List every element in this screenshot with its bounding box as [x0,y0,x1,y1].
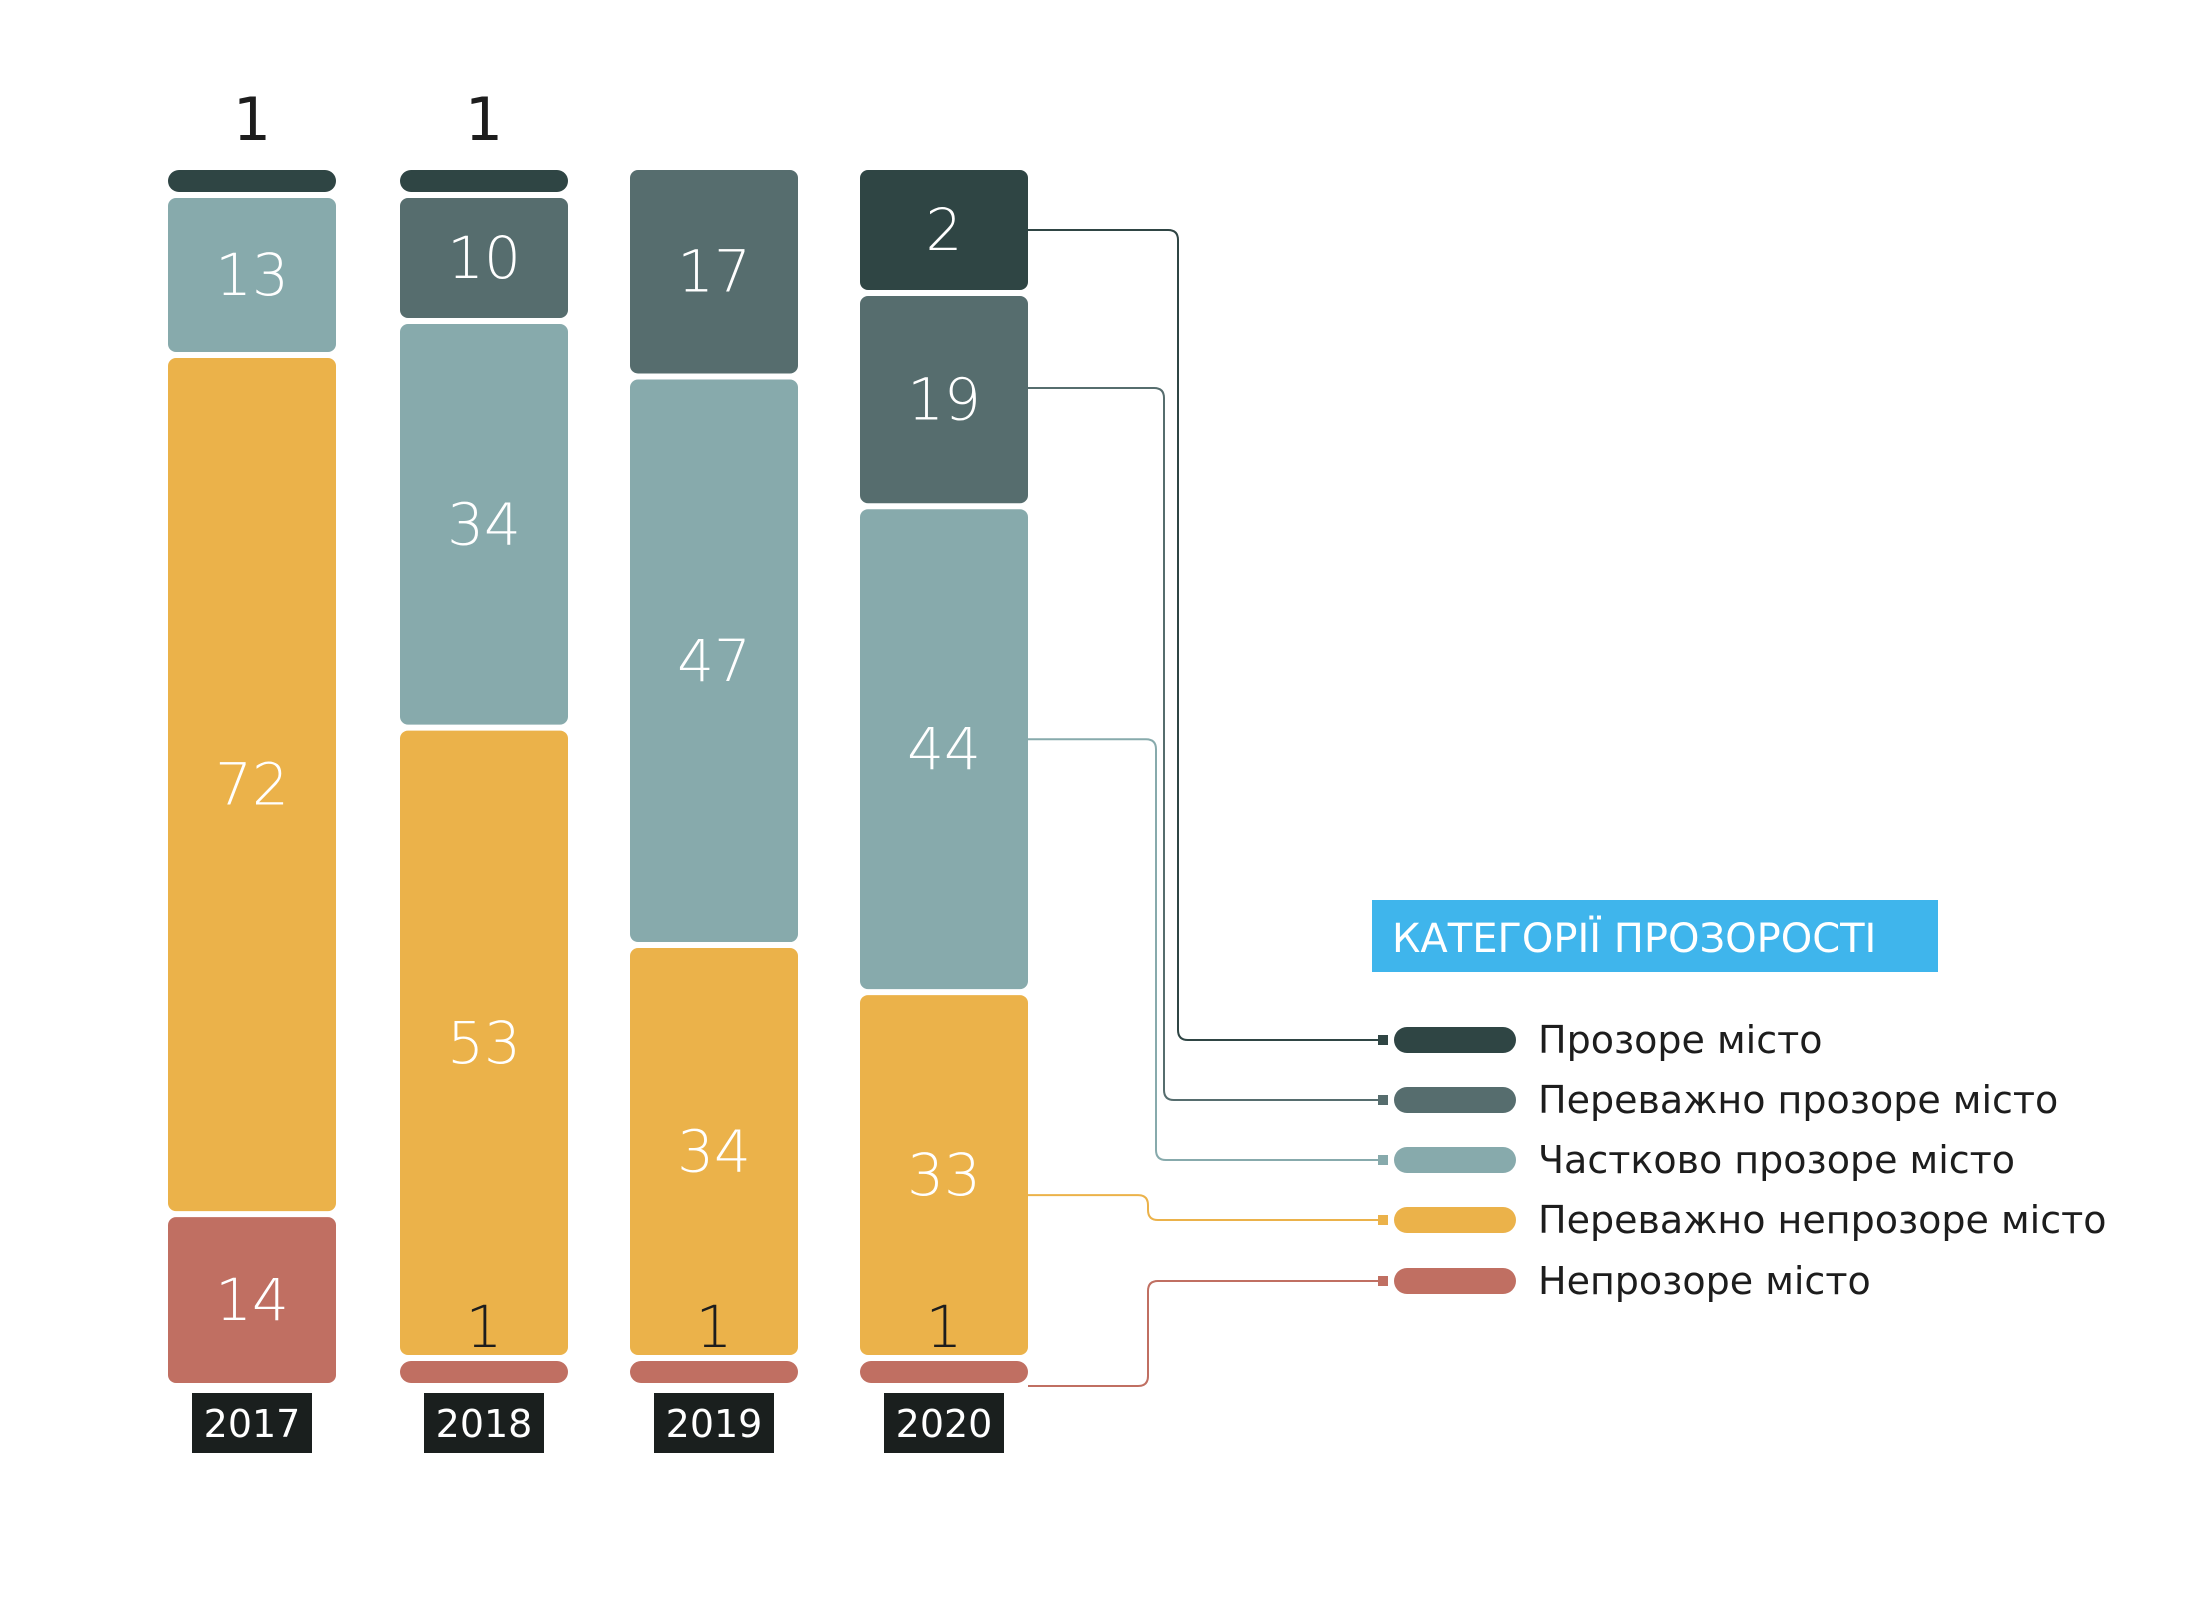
bar-segment-2017-series-4 [168,1217,336,1383]
legend-swatch-series-3 [1394,1207,1516,1233]
bar-segment-2020-series-1 [860,296,1028,504]
data-label-2020-series-2: 44 [907,715,981,783]
data-label-2017-series-2: 13 [215,241,289,309]
bar-segment-2019-series-3 [630,948,798,1355]
connector-line-series-2 [1028,738,1378,1161]
legend-swatch-series-2 [1394,1147,1516,1173]
tick-label-2017: 2017 [204,1402,301,1446]
bar-segment-2018-series-4 [400,1361,568,1383]
data-label-2020-series-3: 33 [907,1141,981,1209]
tick-label-2019: 2019 [666,1402,763,1446]
data-label-2019-series-3: 34 [677,1118,751,1186]
bar-segment-2019-series-4 [630,1361,798,1383]
bar-segment-2018-series-0 [400,170,568,192]
bar-segment-2017-series-2 [168,198,336,353]
legend-entry-series-3: Переважно непрозоре місто [1538,1198,2107,1242]
data-label-2017-series-0: 1 [233,85,271,155]
legend-connector-marker-series-2 [1378,1155,1388,1165]
legend-entry-series-0: Прозоре місто [1538,1018,1822,1062]
data-label-2019-series-2: 47 [677,627,751,695]
legend-connector-marker-series-3 [1378,1215,1388,1225]
year-badge-2017 [192,1393,312,1453]
legend-entry-series-4: Непрозоре місто [1538,1259,1871,1303]
legend-connector-marker-series-0 [1378,1035,1388,1045]
legend-connector-marker-series-4 [1378,1276,1388,1286]
data-label-2017-series-4: 14 [215,1266,289,1334]
legend-swatch-series-1 [1394,1087,1516,1113]
connector-line-series-1 [1028,387,1378,1101]
data-label-2018-series-2: 34 [447,490,521,558]
legend-connectors [1028,229,1378,1387]
data-label-2019-series-1: 17 [677,238,751,306]
bar-segment-2018-series-3 [400,730,568,1355]
data-label-2018-series-1: 10 [447,224,521,292]
bars-layer: 1 13 72 14 2017 1 10 34 53 1 2018 17 47 34 1 2019 2 19 44 3… [168,85,1028,1453]
bar-segment-2018-series-1 [400,198,568,318]
data-label-2018-series-0: 1 [465,85,503,155]
year-badge-2020 [884,1393,1004,1453]
legend-swatch-series-4 [1394,1268,1516,1294]
legend-title: КАТЕГОРІЇ ПРОЗОРОСТІ [1392,914,1876,962]
data-label-2019-series-4: 1 [696,1293,733,1361]
legend-swatch-series-0 [1394,1027,1516,1053]
bar-segment-2020-series-4 [860,1361,1028,1383]
legend-title-background [1372,900,1938,972]
legend-entry-series-2: Частково прозоре місто [1538,1138,2015,1182]
legend-connector-marker-series-1 [1378,1095,1388,1105]
bar-segment-2020-series-0 [860,170,1028,290]
legend: КАТЕГОРІЇ ПРОЗОРОСТІ Прозоре місто Перева… [1372,900,2107,1303]
bar-segment-2017-series-3 [168,358,336,1212]
bar-segment-2020-series-3 [860,995,1028,1355]
data-label-2020-series-4: 1 [926,1293,963,1361]
bar-segment-2017-series-0 [168,170,336,192]
connector-line-series-4 [1028,1280,1378,1387]
year-badge-2018 [424,1393,544,1453]
data-label-2017-series-3: 72 [215,751,289,819]
bar-segment-2020-series-2 [860,509,1028,990]
bar-segment-2018-series-2 [400,324,568,725]
legend-entry-series-1: Переважно прозоре місто [1538,1078,2058,1122]
data-label-2018-series-4: 1 [466,1293,503,1361]
data-label-2020-series-0: 2 [926,196,963,264]
bar-segment-2019-series-2 [630,379,798,943]
tick-label-2020: 2020 [896,1402,993,1446]
connector-line-series-0 [1028,229,1378,1041]
data-label-2018-series-3: 53 [447,1009,521,1077]
bar-segment-2019-series-1 [630,170,798,374]
tick-label-2018: 2018 [436,1402,533,1446]
connector-line-series-3 [1028,1194,1378,1221]
year-badge-2019 [654,1393,774,1453]
data-label-2020-series-1: 19 [907,366,981,434]
